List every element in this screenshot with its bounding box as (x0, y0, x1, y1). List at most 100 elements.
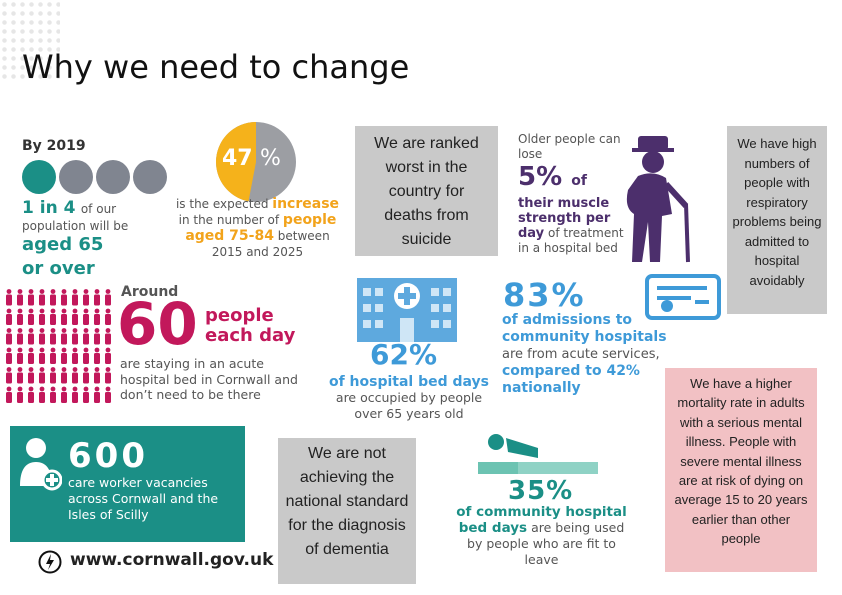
person-icon (83, 367, 89, 384)
person-icon (72, 289, 78, 306)
person-icon (61, 367, 67, 384)
person-icon (6, 386, 12, 403)
page-title: Why we need to change (22, 48, 410, 86)
person-icon (6, 347, 12, 364)
person-icon (61, 386, 67, 403)
increase-pie-chart (215, 122, 296, 202)
person-icon (94, 347, 100, 364)
pie-caption-line1-rest: is the expected (175, 197, 269, 211)
hospital-card-icon (645, 274, 721, 320)
person-icon (72, 347, 78, 364)
person-icon (72, 308, 78, 325)
muscle-line1: Older people can (518, 132, 621, 146)
sixty-number: 60 (117, 290, 198, 358)
person-icon (105, 367, 111, 384)
muscle-bold3: day (518, 226, 545, 241)
muscle-percent: 5% (518, 162, 563, 192)
person-icon (105, 386, 111, 403)
care-worker-icon (20, 438, 62, 491)
one-in-four-bold: 1 in 4 (22, 198, 76, 218)
admissions-line3: are from acute services, (502, 347, 660, 362)
muscle-rest3: of treatment (547, 226, 624, 240)
people-label: people (205, 305, 274, 326)
person-icon (94, 328, 100, 345)
admissions-bold1: of admissions to (502, 312, 633, 328)
muscle-bold1: their muscle (518, 196, 610, 211)
person-icon (83, 386, 89, 403)
muscle-caption: their muscle strength per day of treatme… (518, 196, 643, 256)
bed-days-line2: are occupied by people (335, 390, 483, 405)
pie-caption-between: between (277, 229, 330, 243)
person-icon (6, 367, 12, 384)
person-icon (39, 347, 45, 364)
person-icon (39, 367, 45, 384)
person-icon (83, 308, 89, 325)
person-icon (105, 308, 111, 325)
bed-days-line3: over 65 years old (354, 406, 464, 421)
care-caption: care worker vacancies across Cornwall an… (68, 475, 243, 523)
person-icon (50, 328, 56, 345)
people-each-day: people each day (205, 306, 295, 346)
person-icon (28, 289, 34, 306)
person-icon (17, 386, 23, 403)
care-line3: Isles of Scilly (68, 507, 149, 522)
one-in-four-rest: of our (80, 202, 117, 216)
person-icon (28, 347, 34, 364)
dementia-text-box: We are not achieving the national standa… (278, 438, 416, 584)
each-day-label: each day (205, 325, 296, 346)
person-icon (83, 289, 89, 306)
admissions-bold4: compared to 42% (502, 363, 640, 379)
pie-caption-people: people (282, 212, 337, 228)
patient-bed-icon (478, 434, 598, 474)
muscle-line4: in a hospital bed (518, 241, 618, 255)
one-in-four-line: 1 in 4 of our (22, 198, 116, 218)
person-icon (83, 347, 89, 364)
council-logo-icon (38, 550, 62, 574)
community-rest2: are being used (531, 520, 625, 535)
pie-caption-increase: increase (272, 196, 340, 212)
person-icon (94, 308, 100, 325)
suicide-text-box: We are ranked worst in the country for d… (355, 126, 498, 256)
by-2019-label: By 2019 (22, 138, 86, 154)
person-icon (39, 289, 45, 306)
population-line: population will be (22, 219, 129, 233)
person-icon (28, 328, 34, 345)
person-icon (6, 308, 12, 325)
around-label: Around (121, 284, 179, 300)
person-icon (50, 386, 56, 403)
person-icon (83, 328, 89, 345)
person-icon (50, 347, 56, 364)
person-icon (105, 328, 111, 345)
person-icon (94, 367, 100, 384)
person-icon (105, 347, 111, 364)
person-icon (17, 367, 23, 384)
population-heads-icon (22, 160, 172, 196)
person-icon (39, 386, 45, 403)
pie-fill-slice (215, 122, 256, 202)
person-icon (39, 308, 45, 325)
person-icon (6, 289, 12, 306)
muscle-bold2: strength per (518, 211, 611, 226)
care-line2: across Cornwall and the (68, 491, 219, 506)
bed-days-percent: 62% (370, 338, 438, 371)
community-line3: by people who are fit to (467, 536, 616, 551)
person-icon (72, 328, 78, 345)
community-percent: 35% (508, 476, 574, 506)
person-icon (50, 367, 56, 384)
community-bold1: of community hospital (456, 504, 627, 520)
person-icon (17, 289, 23, 306)
pie-caption: is the expected increase in the number o… (170, 196, 345, 260)
person-icon (39, 328, 45, 345)
or-over-line: or over (22, 258, 95, 279)
pie-caption-line2-rest: in the number of (178, 213, 280, 227)
around60-caption: are staying in an acute hospital bed in … (120, 356, 320, 403)
person-icon (94, 289, 100, 306)
admissions-percent: 83% (503, 276, 586, 314)
hospital-building-icon (357, 278, 457, 342)
community-line4: leave (524, 552, 559, 567)
person-icon (50, 308, 56, 325)
person-icon (72, 367, 78, 384)
people-grid-icon (6, 289, 111, 403)
person-icon (28, 367, 34, 384)
muscle-of: of (571, 173, 587, 189)
